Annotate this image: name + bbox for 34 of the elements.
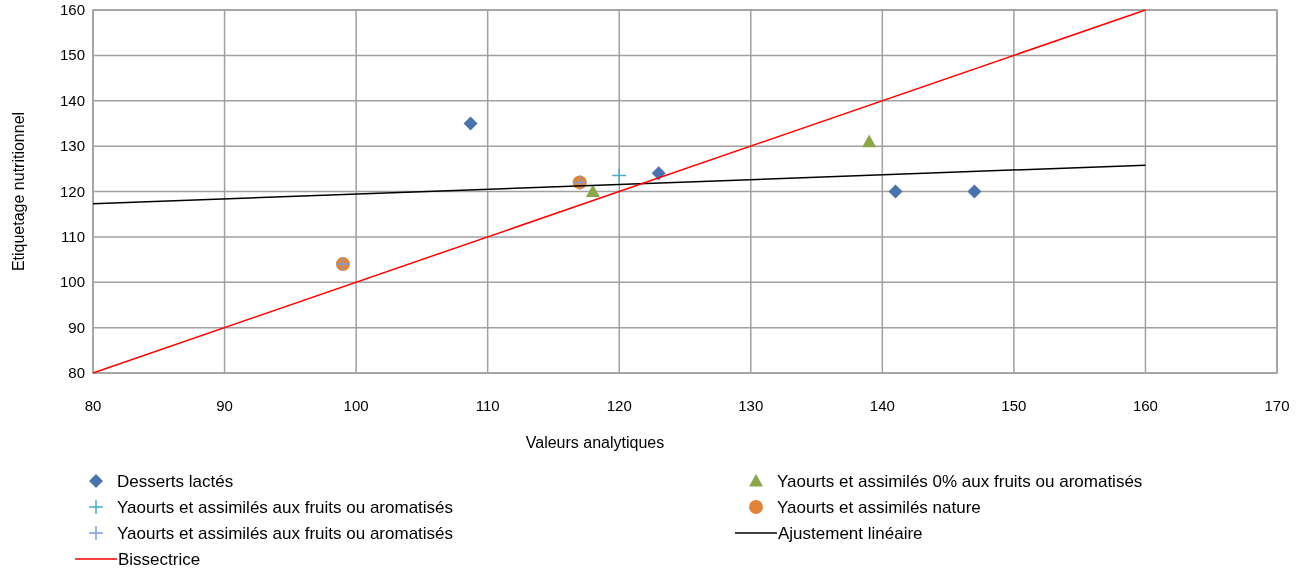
x-tick-label: 140 [869,397,895,414]
y-tick-label: 80 [68,364,85,381]
y-tick-label: 120 [59,182,85,200]
point [967,184,982,199]
x-tick-label: 80 [84,397,102,414]
legend-label: Bissectrice [118,550,201,569]
y-tick-label: 130 [59,137,85,155]
y-tick-label: 110 [61,227,85,245]
point [463,116,478,131]
legend-label: Yaourts et assimilés 0% aux fruits ou aromatisés [777,472,1143,491]
legend-label: Desserts lactés [117,472,234,491]
legend-label: Yaourts et assimilés aux fruits ou aromatisés [117,524,454,543]
y-tick-label: 150 [59,46,85,64]
point [862,134,877,148]
legend-label: Yaourts et assimilés nature [777,498,981,517]
point [585,184,600,198]
y-axis-title: Etiquetage nutritionnel [10,111,27,272]
legend-label: Yaourts et assimilés aux fruits ou aromatisés [117,498,454,517]
y-tick-label: 90 [68,318,85,336]
point [888,184,903,199]
y-tick-label: 140 [59,91,85,109]
legend-label: Ajustement linéaire [778,524,923,543]
y-tick-label: 160 [59,1,85,18]
x-tick-label: 110 [475,397,500,414]
x-tick-label: 160 [1132,397,1158,414]
x-tick-label: 150 [1001,397,1027,414]
x-tick-label: 100 [343,397,369,414]
x-tick-label: 90 [216,397,233,414]
x-axis-title: Valeurs analytiques [525,434,665,451]
x-tick-label: 130 [738,397,764,414]
y-tick-label: 100 [59,273,85,291]
x-tick-label: 120 [606,397,632,414]
point [611,167,627,184]
x-tick-label: 170 [1264,397,1290,414]
